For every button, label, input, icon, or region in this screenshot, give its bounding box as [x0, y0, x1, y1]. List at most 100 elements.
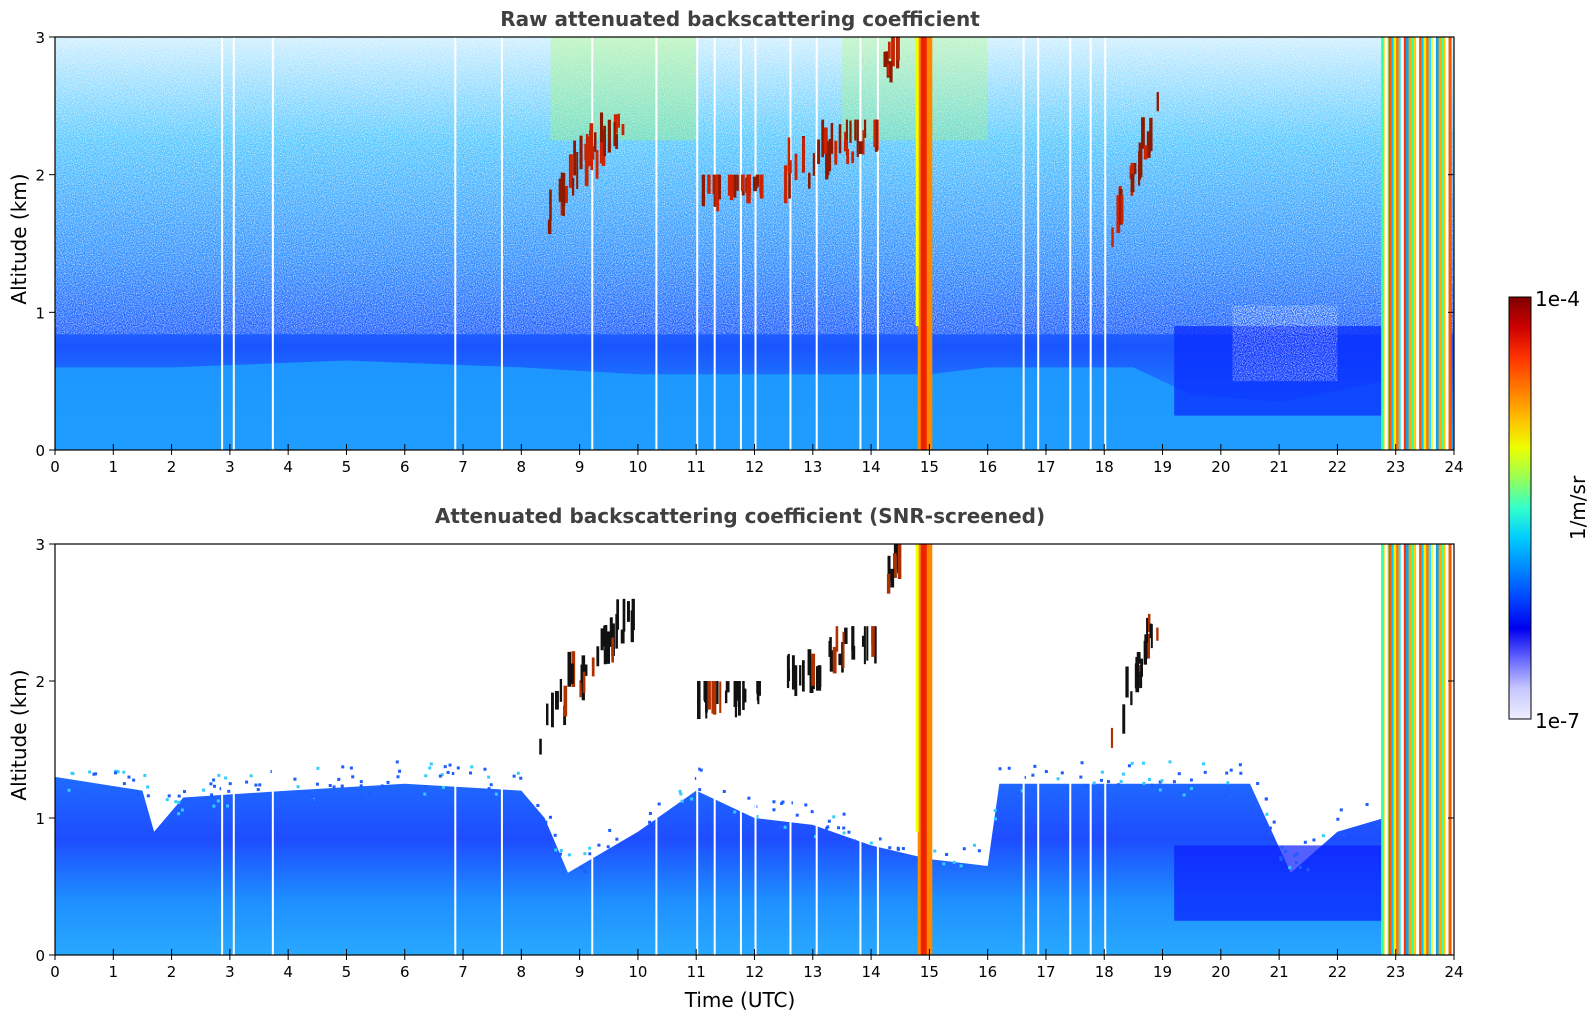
fringe-pixel [878, 837, 882, 841]
precip-column [1396, 37, 1400, 450]
cloud-mark [744, 688, 747, 703]
x-tick-label: 15 [920, 963, 939, 981]
x-tick-label: 19 [1153, 963, 1172, 981]
fringe-pixel [1049, 791, 1053, 795]
fringe-pixel [428, 766, 432, 770]
boundary-layer [55, 360, 1385, 450]
fringe-pixel [1033, 764, 1037, 768]
x-tick-label: 23 [1386, 963, 1405, 981]
data-gap [696, 544, 699, 955]
data-gap [696, 37, 699, 450]
x-tick-label: 2 [167, 458, 177, 476]
fringe-pixel [249, 774, 253, 778]
fringe-pixel [212, 778, 216, 782]
cloud-mark [756, 681, 759, 694]
fringe-pixel [113, 771, 117, 775]
cloud-mark [615, 614, 618, 649]
cloud-mark [1147, 613, 1151, 633]
colorbar: 1e-4 1e-7 1/m/sr [1508, 287, 1590, 733]
cloud-mark [816, 666, 820, 691]
precip-column [1418, 544, 1422, 955]
fringe-pixel [548, 815, 552, 819]
fringe-pixel [1064, 786, 1068, 790]
fringe-pixel [1239, 771, 1243, 775]
cloud-mark [844, 131, 847, 147]
fringe-pixel [246, 802, 250, 806]
cloud-mark [719, 681, 722, 714]
fringe-pixel [1224, 793, 1228, 797]
panel-title: Raw attenuated backscattering coefficien… [500, 7, 980, 31]
precip-column [1393, 37, 1397, 450]
fringe-pixel [146, 785, 150, 789]
fringe-pixel [1288, 866, 1292, 870]
x-tick-label: 8 [517, 963, 527, 981]
night-layer [1174, 845, 1385, 921]
fringe-pixel [1279, 856, 1283, 860]
cloud-mark [561, 172, 566, 206]
fringe-pixel [1279, 858, 1283, 862]
cloud-mark [1130, 173, 1135, 193]
cloud-mark [829, 637, 832, 655]
fringe-pixel [490, 797, 494, 801]
cloud-mark [821, 119, 825, 158]
cloud-mark [604, 625, 608, 651]
precip-column [1436, 37, 1440, 450]
fringe-pixel [1280, 845, 1284, 849]
fringe-pixel [122, 770, 126, 774]
fringe-pixel [469, 771, 473, 775]
data-gap [232, 544, 235, 955]
fringe-pixel [1339, 808, 1343, 812]
y-tick-label: 0 [35, 947, 45, 965]
fringe-pixel [226, 804, 230, 808]
fringe-pixel [1177, 772, 1181, 776]
precip-column [1381, 544, 1385, 955]
cloud-mark [854, 119, 857, 141]
x-tick-label: 6 [400, 458, 410, 476]
precip-column [1408, 37, 1412, 450]
precip-column [1443, 37, 1447, 450]
cloud-mark [874, 626, 877, 664]
cloud-mark [1149, 623, 1153, 639]
colorbar-unit-label: 1/m/sr [1566, 475, 1590, 540]
fringe-pixel [1150, 783, 1154, 787]
cloud-mark [714, 174, 718, 206]
fringe-pixel [1084, 785, 1088, 789]
cloud-mark [799, 665, 802, 686]
cloud-mark [845, 119, 848, 156]
data-gap [1416, 544, 1420, 955]
fringe-pixel [553, 833, 557, 837]
data-gap [754, 37, 757, 450]
x-tick-label: 14 [862, 963, 881, 981]
fringe-pixel [993, 809, 997, 813]
fringe-pixel [912, 857, 916, 861]
fringe-pixel [1295, 852, 1299, 856]
fringe-pixel [896, 847, 900, 851]
precip-core [920, 37, 927, 450]
fringe-pixel [679, 792, 683, 796]
cloud-mark [573, 140, 577, 176]
cloud-mark [590, 145, 594, 171]
fringe-pixel [597, 843, 601, 847]
fringe-pixel [1104, 783, 1108, 787]
fringe-pixel [228, 782, 232, 786]
fringe-pixel [1172, 780, 1176, 784]
fringe-pixel [512, 774, 516, 778]
fringe-pixel [1338, 832, 1342, 836]
y-axis-label: Altitude (km) [7, 669, 31, 800]
fringe-pixel [424, 774, 428, 778]
data-gap [454, 37, 457, 450]
cloud-mark [807, 649, 812, 676]
cloud-mark [851, 645, 856, 660]
x-tick-label: 17 [1036, 963, 1055, 981]
cloud-mark [784, 165, 788, 204]
cloud-mark [753, 176, 757, 192]
cloud-mark [697, 681, 701, 720]
data-gap [221, 37, 224, 450]
fringe-pixel [341, 765, 345, 769]
y-tick-label: 3 [35, 536, 45, 554]
fringe-pixel [747, 823, 751, 827]
x-tick-label: 3 [225, 963, 235, 981]
cloud-mark [547, 219, 552, 234]
cloud-mark [725, 681, 730, 693]
fringe-pixel [395, 760, 399, 764]
